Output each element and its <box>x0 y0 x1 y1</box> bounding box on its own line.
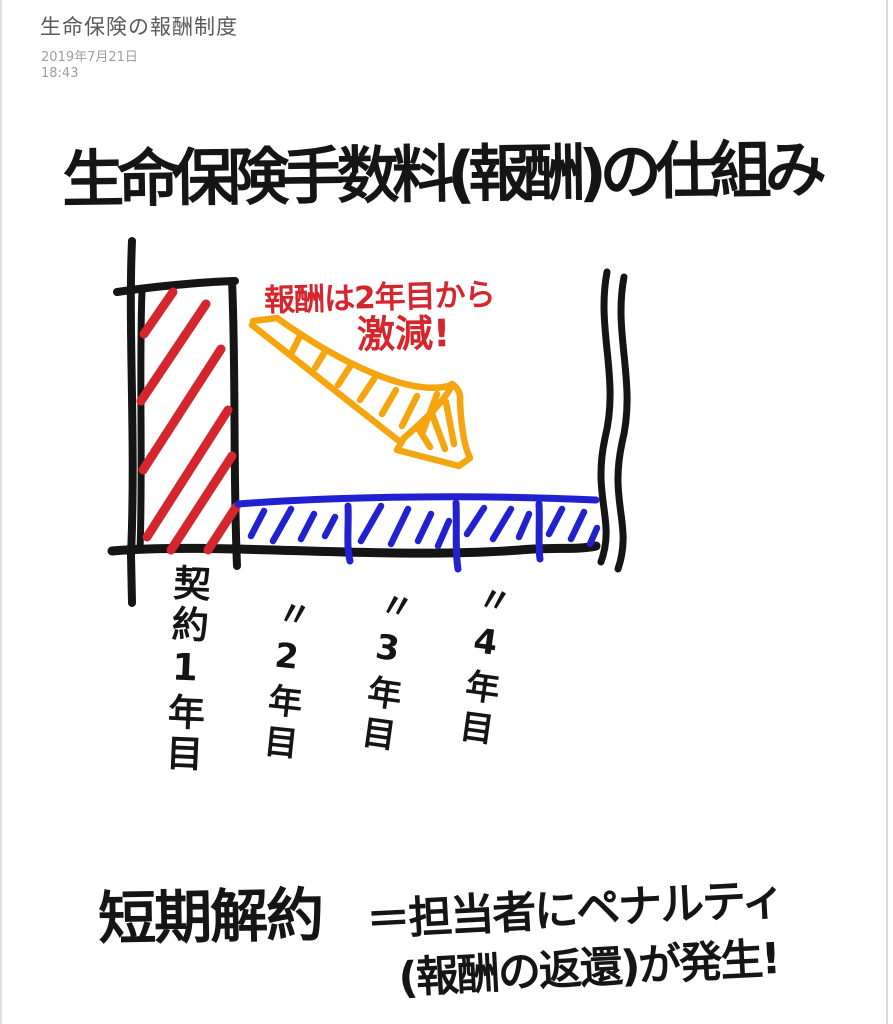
year1-bar-red-hatching <box>136 287 241 555</box>
y-axis <box>126 237 137 607</box>
bottom-note-term: 短期解約 <box>97 881 323 953</box>
sketch-title: 生命保険手数料(報酬)の仕組み <box>61 132 821 217</box>
note-time: 18:43 <box>41 66 79 81</box>
note-date: 2019年7月21日 <box>41 50 138 65</box>
x-axis <box>107 541 601 558</box>
year1-bar-outline <box>113 277 241 570</box>
continuation-wavy-lines <box>597 268 631 573</box>
page-left-edge <box>0 0 2 1024</box>
low-bars-blue-hatching <box>247 502 601 550</box>
decline-arrow-icon <box>248 314 474 470</box>
page-right-edge <box>886 0 888 1024</box>
note-title: 生命保険の報酬制度 <box>40 15 238 39</box>
decline-note-line2: 激減! <box>356 311 451 357</box>
low-bars-blue-outline <box>234 493 600 573</box>
axis-label-year1: 契約1年目 <box>158 563 211 776</box>
